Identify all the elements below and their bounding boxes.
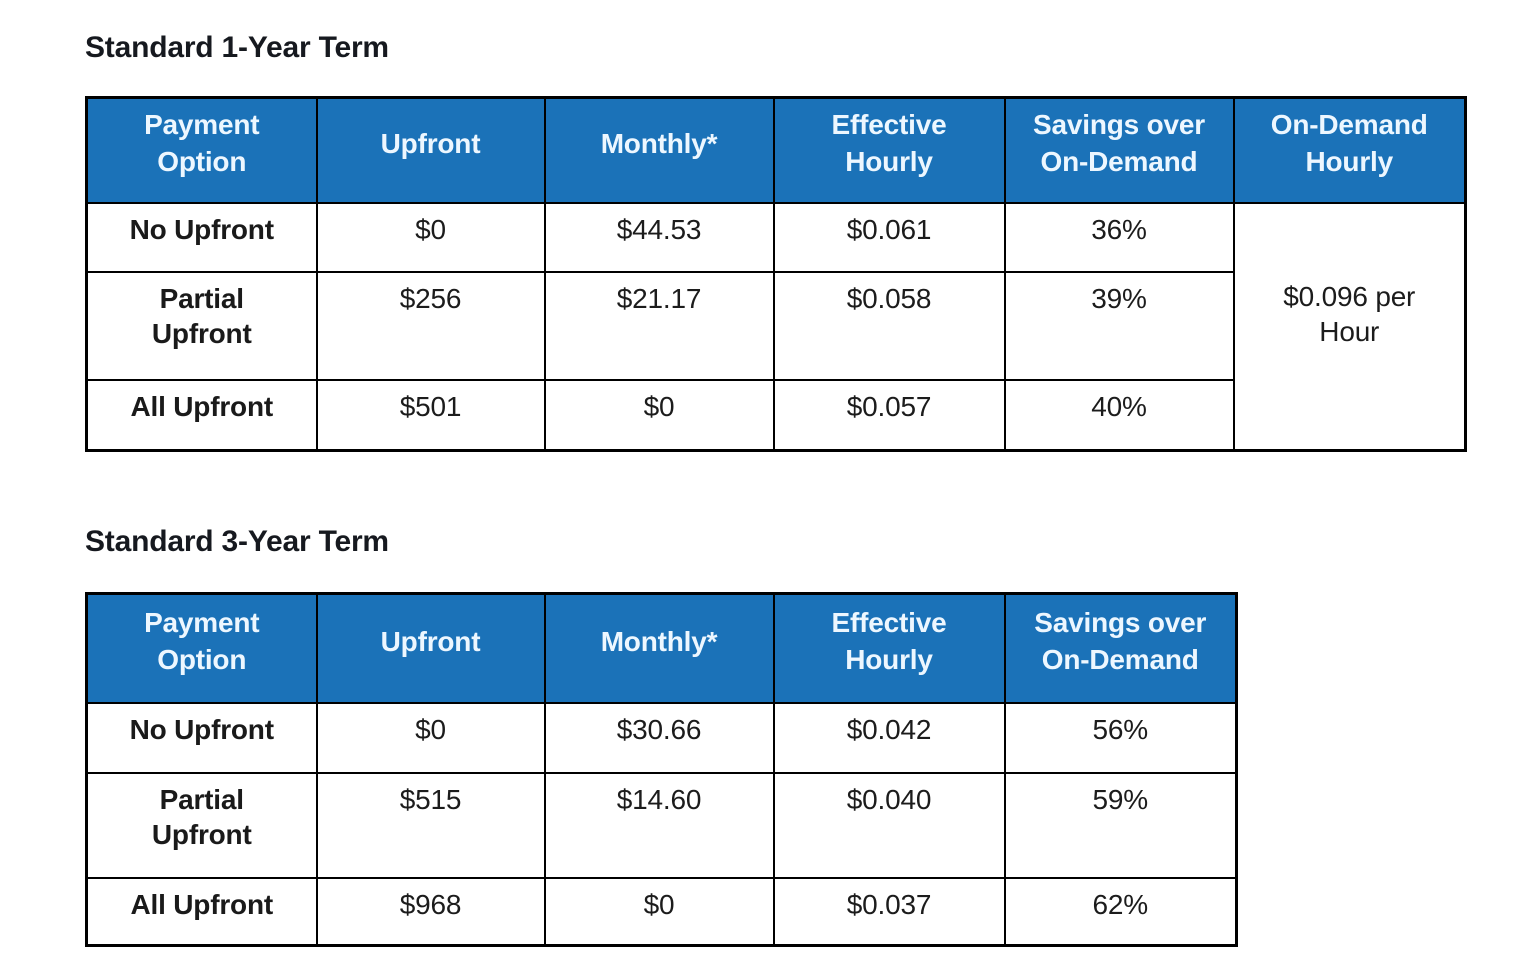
upfront-cell: $0 (315, 701, 546, 774)
effective-hourly-cell: $0.042 (772, 701, 1006, 774)
effective-hourly-cell: $0.040 (772, 771, 1006, 879)
savings-cell: 39% (1003, 270, 1235, 381)
effective-hourly-cell: $0.057 (772, 378, 1006, 452)
col-header-upfront: Upfront (315, 96, 546, 204)
payment-option-cell: All Upfront (85, 378, 318, 452)
monthly-cell: $30.66 (543, 701, 775, 774)
table-row: Partial Upfront $256 $21.17 $0.058 39% (85, 270, 1466, 381)
payment-option-cell: No Upfront (85, 701, 318, 774)
on-demand-hourly-cell: $0.096 per Hour (1232, 201, 1467, 452)
reserved-instance-pricing-page: Standard 1-Year Term Payment Option Upfr… (85, 31, 1467, 947)
savings-cell: 62% (1003, 876, 1238, 947)
payment-option-cell: All Upfront (85, 876, 318, 947)
standard-1-year-term-title: Standard 1-Year Term (85, 31, 389, 64)
monthly-cell: $21.17 (543, 270, 775, 381)
payment-option-cell: Partial Upfront (85, 270, 318, 381)
monthly-cell: $14.60 (543, 771, 775, 879)
savings-cell: 36% (1003, 201, 1235, 273)
payment-option-cell: No Upfront (85, 201, 318, 273)
col-header-upfront: Upfront (315, 592, 546, 704)
col-header-payment-option: Payment Option (85, 592, 318, 704)
monthly-cell: $0 (543, 378, 775, 452)
upfront-cell: $515 (315, 771, 546, 879)
standard-3-year-term-table: Payment Option Upfront Monthly* Effectiv… (85, 592, 1238, 947)
col-header-on-demand-hourly: On-Demand Hourly (1232, 96, 1467, 204)
standard-1-year-term-table: Payment Option Upfront Monthly* Effectiv… (85, 96, 1467, 452)
table-row: Partial Upfront $515 $14.60 $0.040 59% (85, 771, 1238, 879)
col-header-monthly: Monthly* (543, 592, 775, 704)
upfront-cell: $501 (315, 378, 546, 452)
payment-option-cell: Partial Upfront (85, 771, 318, 879)
upfront-cell: $968 (315, 876, 546, 947)
col-header-effective-hourly: Effective Hourly (772, 96, 1006, 204)
savings-cell: 56% (1003, 701, 1238, 774)
standard-3-year-term-title: Standard 3-Year Term (85, 525, 389, 558)
savings-cell: 59% (1003, 771, 1238, 879)
table-row: No Upfront $0 $30.66 $0.042 56% (85, 701, 1238, 774)
table-row: All Upfront $968 $0 $0.037 62% (85, 876, 1238, 947)
effective-hourly-cell: $0.037 (772, 876, 1006, 947)
col-header-savings-over-on-demand: Savings over On-Demand (1003, 96, 1235, 204)
col-header-payment-option: Payment Option (85, 96, 318, 204)
monthly-cell: $0 (543, 876, 775, 947)
col-header-savings-over-on-demand: Savings over On-Demand (1003, 592, 1238, 704)
table-header-row: Payment Option Upfront Monthly* Effectiv… (85, 96, 1467, 204)
table-row: All Upfront $501 $0 $0.057 40% (85, 378, 1466, 452)
upfront-cell: $0 (315, 201, 546, 273)
effective-hourly-cell: $0.061 (772, 201, 1006, 273)
table-row: No Upfront $0 $44.53 $0.061 36% $0.096 p… (85, 201, 1467, 452)
upfront-cell: $256 (315, 270, 546, 381)
savings-cell: 40% (1003, 378, 1235, 452)
col-header-effective-hourly: Effective Hourly (772, 592, 1006, 704)
monthly-cell: $44.53 (543, 201, 775, 273)
table-header-row: Payment Option Upfront Monthly* Effectiv… (85, 592, 1238, 704)
effective-hourly-cell: $0.058 (772, 270, 1006, 381)
col-header-monthly: Monthly* (543, 96, 775, 204)
